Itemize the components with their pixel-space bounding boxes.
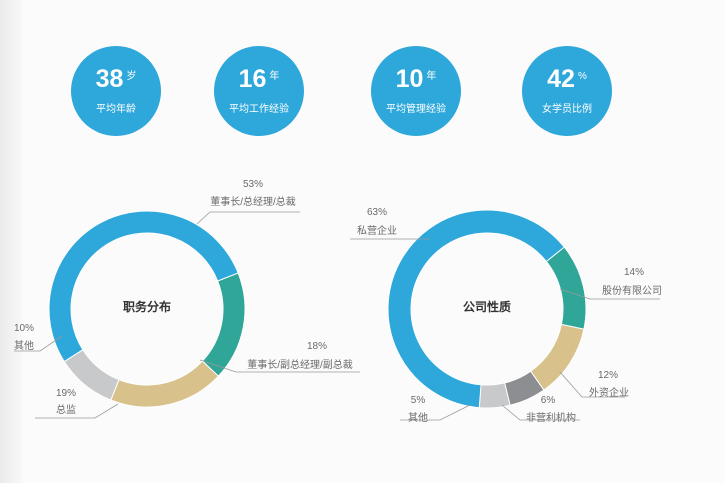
- stat-female-ratio: 42% 女学员比例: [522, 46, 612, 136]
- slice-percent-label: 53%: [243, 179, 263, 190]
- slice-name-label: 董事长/总经理/总裁: [210, 195, 296, 208]
- stat-unit: 年: [426, 71, 437, 82]
- stat-label: 平均工作经验: [229, 104, 289, 115]
- slice-name-label: 总监: [56, 403, 76, 416]
- leader-line: [559, 371, 625, 398]
- donut-slice: [110, 360, 220, 408]
- stat-average-age: 38 岁 平均年龄: [71, 46, 161, 136]
- slice-name-label: 其他: [14, 339, 34, 352]
- stat-value: 38: [95, 65, 124, 93]
- leader-line: [501, 404, 580, 421]
- donut-slice: [530, 323, 585, 391]
- slice-percent-label: 10%: [14, 323, 34, 334]
- slice-percent-label: 6%: [541, 395, 556, 406]
- slice-percent-label: 18%: [307, 341, 327, 352]
- leader-line: [559, 288, 660, 300]
- leader-line: [199, 359, 360, 373]
- slice-name-label: 董事长/副总经理/副总裁: [247, 358, 353, 371]
- slice-percent-label: 12%: [598, 370, 618, 381]
- left-edge-shade: [0, 0, 22, 483]
- slice-name-label: 非营利机构: [526, 411, 576, 424]
- stat-unit: %: [577, 71, 587, 82]
- slice-percent-label: 63%: [367, 207, 387, 218]
- slice-percent-label: 14%: [624, 267, 644, 278]
- slice-name-label: 其他: [408, 411, 428, 424]
- slice-name-label: 私营企业: [357, 224, 397, 237]
- donut-slice: [387, 209, 565, 409]
- donut-center-title: 公司性质: [463, 299, 511, 314]
- donut-slice: [201, 272, 246, 377]
- leader-line: [35, 403, 119, 419]
- leader-line: [400, 404, 471, 421]
- stat-label: 平均年龄: [96, 104, 136, 115]
- stat-label: 女学员比例: [542, 104, 592, 115]
- slice-name-label: 股份有限公司: [602, 284, 662, 297]
- donut-slice: [48, 210, 239, 363]
- donut-slice: [504, 370, 545, 406]
- stat-unit: 岁: [126, 71, 137, 82]
- slice-name-label: 外资企业: [589, 386, 629, 399]
- slice-percent-label: 5%: [411, 395, 426, 406]
- stat-average-management-experience: 10 年 平均管理经验: [371, 46, 461, 136]
- slice-percent-label: 19%: [56, 388, 76, 399]
- leader-line: [196, 211, 300, 225]
- donut-chart-position: 职务分布 53% 董事长/总经理/总裁 18% 董事长/副总经理/副总裁 19% 总监 10…: [14, 179, 360, 419]
- donut-center-title: 职务分布: [123, 299, 171, 314]
- stat-value: 42: [547, 65, 575, 93]
- stat-unit: 年: [269, 71, 280, 82]
- stat-value: 16: [238, 65, 267, 93]
- stat-value: 10: [395, 65, 424, 93]
- leader-line: [14, 335, 63, 352]
- stat-label: 平均管理经验: [386, 104, 446, 115]
- donut-slice: [545, 246, 587, 330]
- stat-average-work-experience: 16 年 平均工作经验: [214, 46, 304, 136]
- donut-chart-company-type: 公司性质 63% 私营企业 14% 股份有限公司 12% 外资企业 6% 非营利机构 5% 其他: [350, 207, 662, 424]
